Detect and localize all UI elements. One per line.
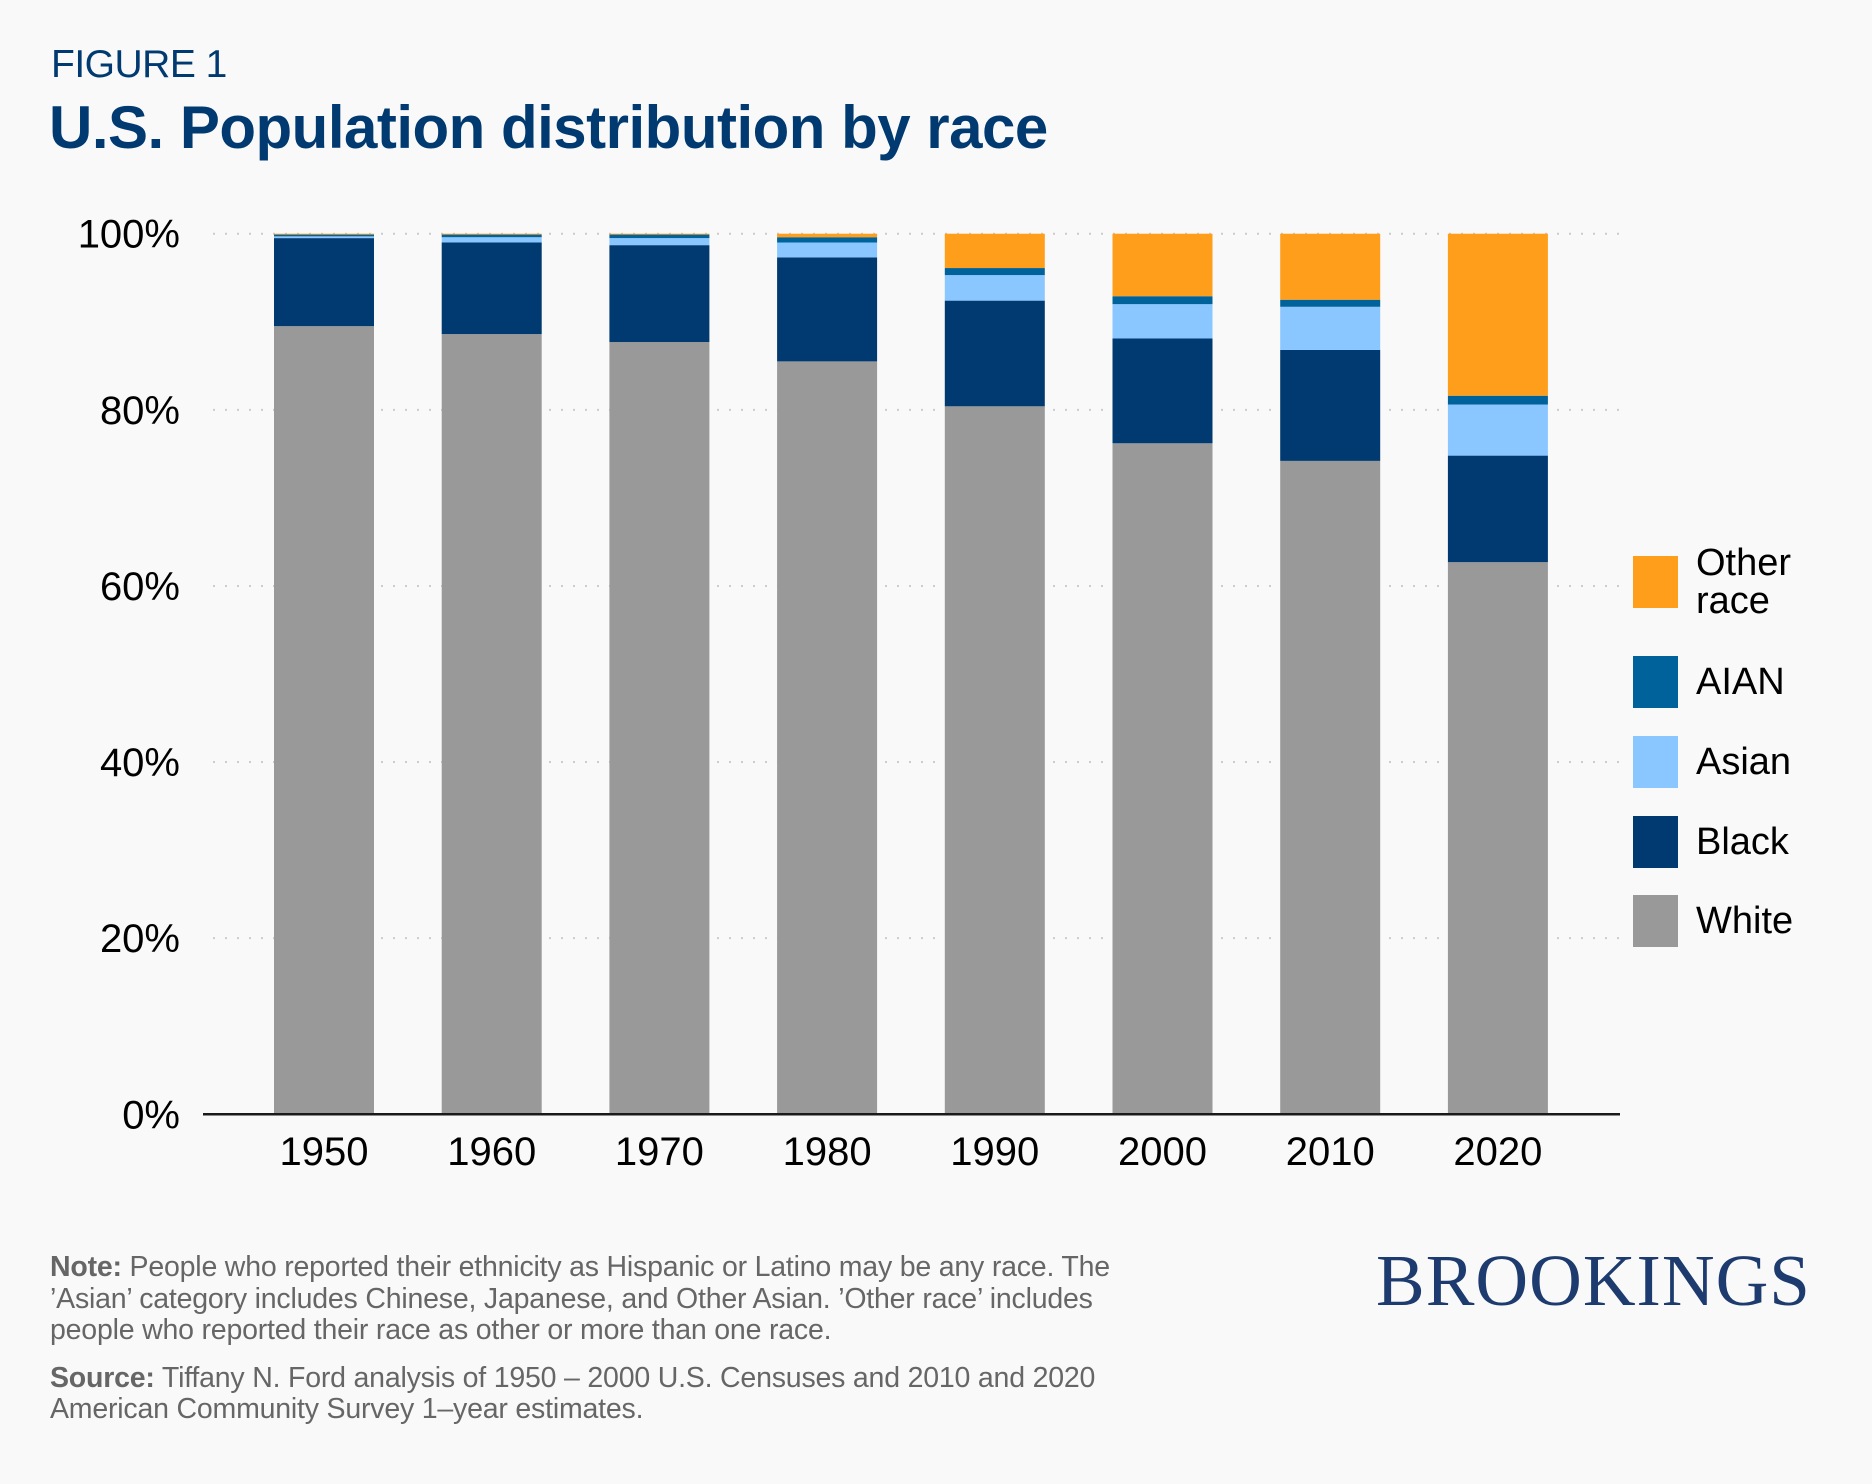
bar-segment-other-race-1960 (441, 233, 542, 235)
bar-group-1990 (944, 233, 1045, 1115)
legend-label: Other race (1696, 542, 1792, 622)
legend-label: AIAN (1696, 661, 1785, 703)
y-tick-label: 0% (122, 1093, 180, 1137)
legend-item-black: Black (1633, 816, 1872, 868)
legend-swatch (1633, 736, 1678, 788)
bar-group-2010 (1280, 233, 1381, 1115)
bar-segment-asian-1980 (777, 242, 878, 258)
bar-segment-aian-1970 (609, 234, 710, 239)
legend-item-white: White (1633, 895, 1872, 947)
note-paragraph: Note: People who reported their ethnicit… (50, 1251, 1170, 1347)
y-tick-label: 100% (78, 213, 180, 257)
bar-segment-black-2010 (1280, 349, 1381, 461)
bars (274, 233, 1548, 1115)
y-axis-ticks: 0% 20% 40% 60% 80% 100% (78, 213, 180, 1138)
bar-segment-white-1970 (609, 342, 710, 1115)
x-tick-label: 2000 (1118, 1130, 1207, 1174)
y-tick-label: 80% (100, 389, 180, 433)
bar-segment-white-1950 (274, 326, 374, 1115)
bar-segment-other-race-2000 (1112, 233, 1213, 297)
source-paragraph: Source: Tiffany N. Ford analysis of 1950… (50, 1361, 1170, 1426)
legend-label: White (1696, 900, 1794, 942)
brookings-logo: BROOKINGS (1376, 1240, 1811, 1321)
bar-segment-asian-1960 (441, 237, 542, 243)
bar-segment-black-1970 (609, 245, 710, 343)
y-tick-label: 20% (100, 917, 180, 961)
y-tick-label: 40% (100, 741, 180, 785)
legend-swatch (1633, 556, 1678, 608)
bar-segment-asian-1950 (274, 236, 374, 239)
legend-item-asian: Asian (1633, 736, 1872, 788)
legend-label: Black (1696, 821, 1789, 863)
bar-group-2020 (1447, 233, 1548, 1115)
bar-segment-aian-2010 (1280, 299, 1381, 307)
bar-segment-white-1980 (777, 361, 878, 1115)
legend-swatch (1633, 895, 1678, 947)
x-axis-ticks: 1950 1960 1970 1980 1990 2000 2010 2020 (280, 1130, 1543, 1174)
bar-segment-other-race-1950 (274, 233, 374, 235)
bar-segment-asian-1990 (944, 275, 1045, 301)
legend-item-other-race: Other race (1633, 544, 1872, 620)
bar-segment-white-2020 (1447, 562, 1548, 1115)
bar-group-1970 (609, 233, 710, 1115)
bar-segment-other-race-1990 (944, 233, 1045, 269)
x-tick-label: 1990 (950, 1130, 1039, 1174)
bar-segment-aian-1960 (441, 234, 542, 238)
x-tick-label: 2010 (1286, 1130, 1375, 1174)
x-tick-label: 1980 (783, 1130, 872, 1174)
bar-segment-asian-2000 (1112, 304, 1213, 339)
gridlines (213, 232, 1620, 940)
bar-segment-aian-2020 (1447, 395, 1548, 405)
bar-segment-black-2020 (1447, 455, 1548, 563)
bar-group-2000 (1112, 233, 1213, 1115)
legend-item-aian: AIAN (1633, 656, 1872, 708)
legend-swatch (1633, 816, 1678, 868)
bar-segment-aian-1990 (944, 268, 1045, 276)
bar-segment-asian-2010 (1280, 306, 1381, 350)
bar-segment-white-1960 (441, 334, 542, 1115)
notes: Note: People who reported their ethnicit… (50, 1251, 1170, 1426)
source-text: Tiffany N. Ford analysis of 1950 – 2000 … (50, 1361, 1096, 1425)
figure-label: FIGURE 1 (51, 43, 227, 86)
bar-segment-other-race-2020 (1447, 233, 1548, 396)
x-tick-label: 1970 (615, 1130, 704, 1174)
bar-segment-aian-2000 (1112, 296, 1213, 305)
bar-segment-other-race-1970 (609, 233, 710, 235)
bar-segment-aian-1950 (274, 234, 374, 237)
x-tick-label: 1960 (447, 1130, 536, 1174)
source-label: Source: (50, 1361, 155, 1394)
legend-label: Asian (1696, 741, 1792, 783)
bar-segment-black-1960 (441, 242, 542, 335)
note-label: Note: (50, 1251, 122, 1283)
bar-segment-black-1990 (944, 300, 1045, 407)
bar-segment-aian-1980 (777, 237, 878, 243)
legend-swatch (1633, 656, 1678, 708)
bar-segment-asian-1970 (609, 238, 710, 246)
bar-segment-white-2000 (1112, 443, 1213, 1115)
bar-segment-black-1980 (777, 257, 878, 362)
stacked-bar-chart: 0% 20% 40% 60% 80% 100% 1950 1960 1970 1980 1990 2… (78, 213, 1620, 1174)
x-tick-label: 2020 (1453, 1130, 1542, 1174)
bar-segment-black-2000 (1112, 338, 1213, 444)
bar-segment-black-1950 (274, 238, 374, 327)
bar-segment-other-race-2010 (1280, 233, 1381, 300)
bar-segment-asian-2020 (1447, 404, 1548, 456)
bar-group-1980 (777, 233, 878, 1115)
bar-segment-white-1990 (944, 406, 1045, 1115)
bar-segment-other-race-1980 (777, 233, 878, 238)
y-tick-label: 60% (100, 565, 180, 609)
chart-title: U.S. Population distribution by race (49, 94, 1048, 161)
note-text: People who reported their ethnicity as H… (50, 1251, 1110, 1346)
bar-group-1960 (441, 233, 542, 1115)
bar-segment-white-2010 (1280, 460, 1381, 1115)
bar-group-1950 (274, 233, 374, 1115)
x-tick-label: 1950 (280, 1130, 369, 1174)
